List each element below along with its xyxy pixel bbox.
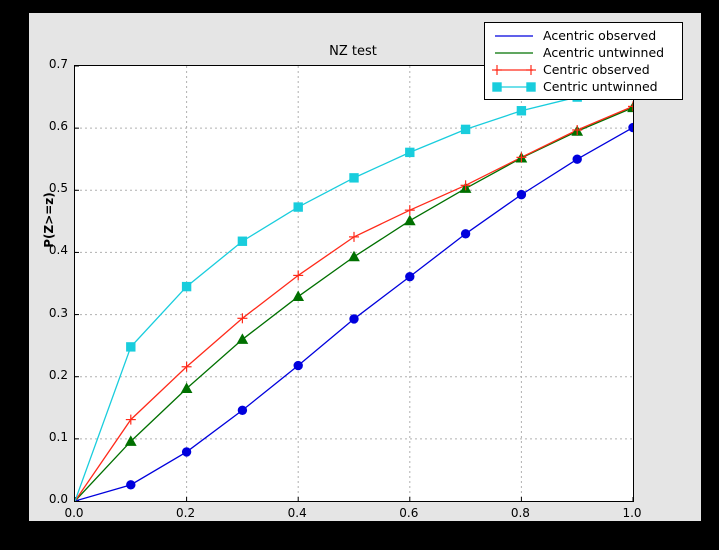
data-point-marker (403, 214, 416, 226)
data-point-marker (516, 189, 527, 200)
data-point-marker (460, 180, 471, 191)
data-point-marker (293, 360, 303, 371)
legend-swatch-centric-observed (491, 62, 537, 78)
data-point-marker (181, 281, 192, 292)
data-point-marker (181, 447, 192, 457)
legend-swatch-acentric-observed (491, 28, 537, 44)
series-line-2 (75, 105, 633, 501)
data-point-marker (460, 229, 471, 239)
legend-swatch-centric-untwinned (491, 79, 537, 95)
legend-item[interactable]: Centric observed (485, 61, 682, 78)
legend-label: Acentric observed (543, 28, 657, 43)
data-point-marker (180, 382, 193, 394)
legend-swatch-acentric-untwinned (491, 45, 537, 61)
data-point-marker (572, 125, 583, 136)
legend-label: Centric observed (543, 62, 650, 77)
plot-svg (75, 66, 633, 501)
x-tick-label: 0.0 (64, 506, 84, 520)
data-point-marker (349, 231, 359, 242)
legend-item[interactable]: Acentric observed (485, 27, 682, 44)
data-point-marker (349, 314, 359, 324)
data-point-marker (405, 271, 415, 282)
y-tick-label: 0.3 (48, 305, 68, 320)
legend-item[interactable]: Centric untwinned (485, 78, 682, 95)
chart-legend: Acentric observed Acentric untwinned Cen… (484, 22, 683, 100)
data-point-marker (526, 81, 536, 92)
data-point-marker (348, 250, 360, 262)
data-point-marker (237, 236, 248, 246)
data-point-marker (125, 414, 136, 425)
x-tick-label: 0.8 (510, 506, 530, 520)
data-point-marker (516, 152, 527, 163)
data-point-marker (405, 147, 415, 158)
data-point-marker (124, 435, 137, 446)
data-point-marker (181, 361, 192, 372)
y-tick-label: 0.5 (48, 181, 68, 196)
data-point-marker (237, 313, 248, 324)
x-tick-label: 0.4 (287, 506, 307, 520)
plot-area (75, 66, 633, 501)
x-tick-label: 1.0 (622, 506, 642, 520)
data-point-marker (492, 64, 502, 75)
chart-title: NZ test (329, 44, 377, 59)
legend-sample-svg (495, 51, 533, 54)
y-tick-label: 0.4 (48, 243, 68, 258)
data-point-marker (237, 405, 248, 415)
legend-sample-svg (495, 34, 533, 37)
series-line-1 (75, 107, 633, 501)
data-point-marker (236, 333, 249, 344)
data-point-marker (404, 205, 415, 216)
matplotlib-figure: NZ test P(Z>=z) Z 0.0 0.2 0.4 0.6 0.8 1.0 0.0 0… (29, 13, 701, 535)
data-point-marker (627, 101, 633, 113)
x-tick-label: 0.2 (176, 506, 196, 520)
y-tick-label: 0.2 (48, 367, 68, 382)
series-line-3 (75, 86, 633, 501)
data-point-marker (460, 124, 471, 135)
y-tick-label: 0.1 (48, 429, 68, 444)
data-point-marker (292, 290, 305, 302)
legend-label: Acentric untwinned (543, 45, 665, 60)
y-tick-label: 0.0 (48, 492, 68, 506)
legend-sample-svg (492, 64, 536, 75)
data-point-marker (516, 106, 527, 116)
data-point-marker (349, 173, 359, 183)
y-axis-label: P(Z>=z) (41, 192, 56, 248)
data-point-marker (126, 342, 136, 352)
data-point-marker (628, 101, 633, 112)
y-tick-label: 0.6 (48, 119, 68, 134)
x-axis-label: Z (348, 521, 358, 535)
y-tick-label: 0.7 (48, 57, 68, 71)
data-point-marker (572, 154, 582, 164)
data-point-marker (293, 270, 304, 281)
data-point-marker (628, 122, 633, 133)
data-point-marker (492, 81, 502, 92)
legend-label: Centric untwinned (543, 79, 658, 94)
data-point-marker (126, 480, 136, 490)
data-point-marker (526, 64, 536, 75)
legend-sample-svg (492, 81, 536, 92)
data-point-marker (293, 202, 303, 212)
legend-item[interactable]: Acentric untwinned (485, 44, 682, 61)
plot-axes (74, 65, 634, 502)
x-tick-label: 0.6 (399, 506, 419, 520)
